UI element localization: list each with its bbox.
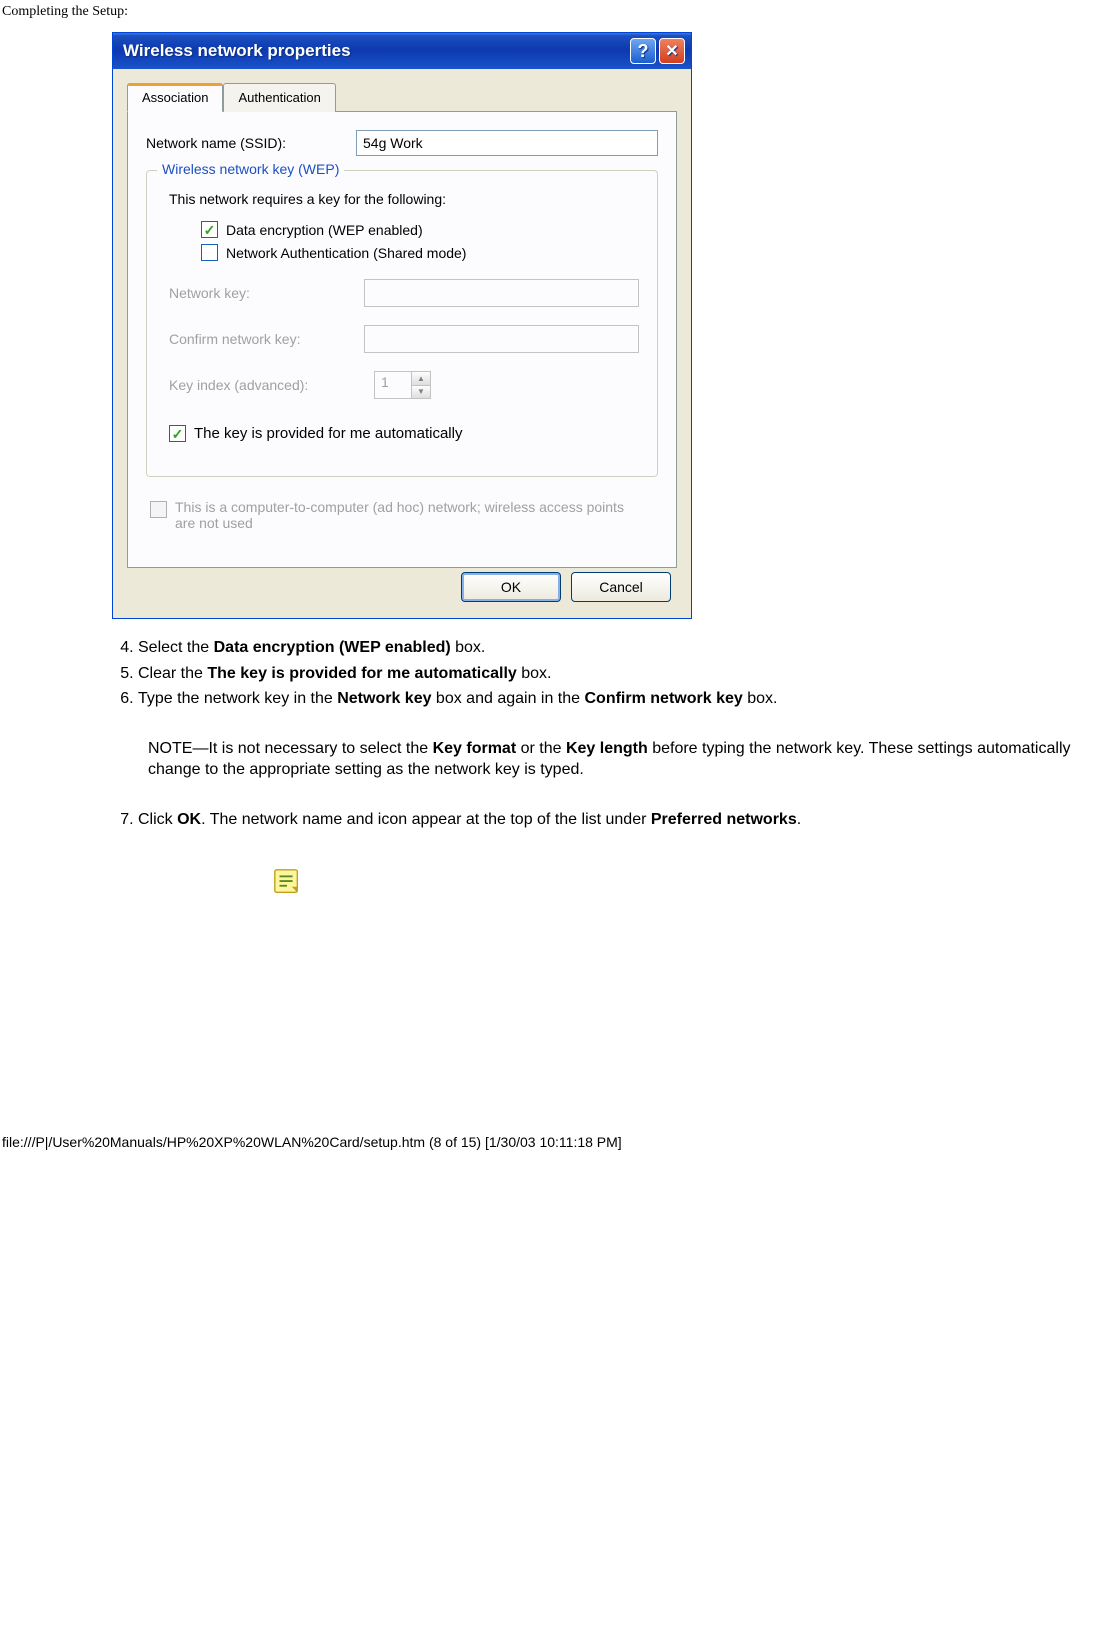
shared-checkbox-label: Network Authentication (Shared mode) (226, 245, 466, 261)
adhoc-checkbox (150, 501, 167, 518)
spin-down-icon[interactable]: ▼ (412, 386, 430, 399)
titlebar: Wireless network properties ? ✕ (113, 33, 691, 69)
ssid-input[interactable] (356, 130, 658, 156)
instruction-list: Select the Data encryption (WEP enabled)… (112, 637, 1092, 710)
wep-require-text: This network requires a key for the foll… (169, 191, 639, 207)
instruction-list-2: Click OK. The network name and icon appe… (112, 809, 1092, 831)
wep-checkbox[interactable]: ✓ (201, 221, 218, 238)
key-index-spinner[interactable]: ▲ ▼ (412, 371, 431, 399)
page-title: Completing the Setup: (0, 0, 1118, 32)
page-footer: file:///P|/User%20Manuals/HP%20XP%20WLAN… (0, 1132, 1118, 1152)
wep-groupbox: Wireless network key (WEP) This network … (146, 170, 658, 477)
wireless-properties-dialog: Wireless network properties ? ✕ Associat… (112, 32, 692, 619)
spin-up-icon[interactable]: ▲ (412, 372, 430, 386)
ok-button[interactable]: OK (461, 572, 561, 602)
wep-legend: Wireless network key (WEP) (157, 161, 344, 177)
step-7: Click OK. The network name and icon appe… (138, 809, 1092, 831)
step-4: Select the Data encryption (WEP enabled)… (138, 637, 1092, 659)
note-text: NOTE—It is not necessary to select the K… (148, 738, 1088, 781)
help-button[interactable]: ? (630, 38, 656, 64)
tab-row: Association Authentication (127, 83, 677, 112)
wep-checkbox-label: Data encryption (WEP enabled) (226, 222, 423, 238)
tab-association[interactable]: Association (127, 83, 223, 112)
confirm-key-input[interactable] (364, 325, 639, 353)
key-index-label: Key index (advanced): (169, 377, 374, 393)
note-icon-wrap (272, 867, 1118, 902)
autokey-checkbox[interactable]: ✓ (169, 425, 186, 442)
confirm-key-label: Confirm network key: (169, 331, 364, 347)
network-key-input[interactable] (364, 279, 639, 307)
network-key-label: Network key: (169, 285, 364, 301)
close-button[interactable]: ✕ (659, 38, 685, 64)
dialog-title: Wireless network properties (123, 41, 627, 61)
autokey-label: The key is provided for me automatically (194, 425, 462, 442)
step-6: Type the network key in the Network key … (138, 688, 1092, 710)
ssid-label: Network name (SSID): (146, 135, 356, 151)
adhoc-label: This is a computer-to-computer (ad hoc) … (175, 499, 635, 531)
tab-authentication[interactable]: Authentication (223, 83, 335, 112)
shared-checkbox[interactable] (201, 244, 218, 261)
key-index-input[interactable]: 1 (374, 371, 412, 399)
cancel-button[interactable]: Cancel (571, 572, 671, 602)
tab-panel: Network name (SSID): Wireless network ke… (127, 111, 677, 568)
note-icon (272, 867, 302, 897)
step-5: Clear the The key is provided for me aut… (138, 663, 1092, 685)
